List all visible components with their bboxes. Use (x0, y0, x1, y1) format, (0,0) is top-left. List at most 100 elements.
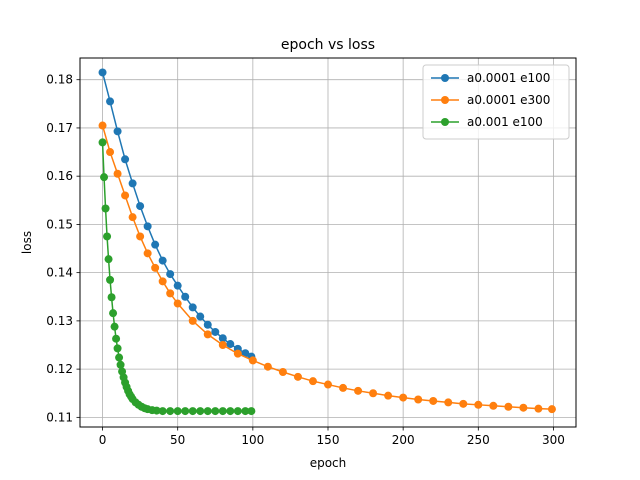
data-point (203, 407, 212, 416)
grid (80, 58, 576, 427)
data-point (218, 407, 227, 416)
data-point (489, 401, 498, 410)
legend-marker (441, 96, 449, 104)
legend: a0.0001 e100 a0.0001 e300 a0.001 e100 (422, 64, 570, 140)
legend-marker (441, 74, 449, 82)
y-tick-label: 0.18 (46, 73, 73, 87)
data-point (203, 320, 212, 329)
data-point (504, 402, 513, 411)
legend-item: a0.001 e100 (431, 115, 543, 129)
data-point (166, 407, 175, 416)
legend-marker (441, 118, 449, 126)
data-point (98, 121, 107, 130)
data-point (308, 377, 317, 386)
data-point (278, 368, 287, 377)
data-point (101, 204, 110, 213)
data-point (121, 155, 130, 164)
x-tick-label: 150 (317, 433, 340, 447)
data-point (166, 289, 175, 298)
data-point (128, 213, 137, 222)
data-point (98, 68, 107, 77)
data-point (339, 383, 348, 392)
data-point (151, 263, 160, 272)
data-point (534, 404, 543, 413)
data-point (226, 407, 235, 416)
data-point (166, 270, 175, 279)
data-point (136, 202, 145, 211)
data-point (106, 148, 115, 157)
chart-title: epoch vs loss (281, 37, 375, 53)
data-point (203, 330, 212, 339)
data-point (128, 179, 137, 188)
data-point (110, 322, 119, 331)
data-point (188, 407, 197, 416)
data-point (211, 327, 220, 336)
data-point (293, 372, 302, 381)
y-tick-label: 0.15 (46, 217, 73, 231)
data-point (519, 403, 528, 412)
data-point (233, 407, 242, 416)
y-tick-label: 0.13 (46, 314, 73, 328)
data-point (444, 398, 453, 407)
x-axis-label: epoch (310, 456, 347, 470)
y-tick-label: 0.14 (46, 266, 73, 280)
data-point (369, 389, 378, 398)
data-point (158, 277, 167, 286)
data-point (173, 299, 182, 308)
data-point (152, 406, 161, 415)
data-point (324, 380, 332, 389)
x-tick-label: 300 (542, 433, 565, 447)
data-point (121, 191, 130, 200)
data-point (113, 127, 122, 136)
data-point (188, 316, 197, 325)
data-point (106, 97, 115, 106)
data-point (241, 349, 250, 358)
data-point (181, 292, 190, 301)
data-point (248, 356, 257, 365)
data-point (211, 407, 220, 416)
data-point (399, 393, 408, 402)
data-point (115, 353, 124, 362)
series-1 (98, 121, 556, 414)
data-point (474, 400, 483, 409)
data-point (241, 407, 250, 416)
legend-item: a0.0001 e300 (431, 93, 550, 107)
data-point (181, 407, 190, 416)
x-tick-label: 0 (99, 433, 107, 447)
y-tick-label: 0.11 (46, 410, 73, 424)
data-point (218, 334, 227, 343)
x-tick-label: 50 (170, 433, 185, 447)
data-point (414, 395, 423, 404)
data-point (354, 386, 363, 395)
data-point (98, 138, 107, 147)
data-point (196, 407, 205, 416)
data-point (100, 173, 109, 182)
legend-label: a0.0001 e100 (467, 71, 550, 85)
data-point (151, 240, 160, 249)
data-point (136, 232, 145, 241)
y-tick-label: 0.16 (46, 169, 73, 183)
data-point (116, 360, 125, 369)
legend-label: a0.001 e100 (467, 115, 543, 129)
data-point (104, 255, 113, 264)
legend-item: a0.0001 e100 (431, 71, 550, 85)
axis-ticks: 0 50 100 150 200 250 300 0.11 0.12 0.13 0.14 0.15 0.… (46, 73, 565, 447)
legend-box (422, 64, 570, 140)
data-point (158, 407, 167, 416)
series-2 (98, 138, 256, 416)
data-point (459, 399, 468, 408)
data-point (384, 391, 393, 400)
data-point (113, 169, 122, 178)
data-point (109, 309, 118, 318)
data-point (263, 362, 272, 371)
x-tick-label: 200 (392, 433, 415, 447)
data-point (188, 303, 197, 312)
data-point (247, 407, 256, 416)
plot-series (98, 68, 556, 416)
data-point (429, 396, 438, 405)
y-tick-label: 0.17 (46, 121, 73, 135)
data-point (143, 222, 152, 231)
data-point (173, 281, 182, 290)
data-point (143, 249, 152, 258)
data-point (218, 341, 227, 349)
